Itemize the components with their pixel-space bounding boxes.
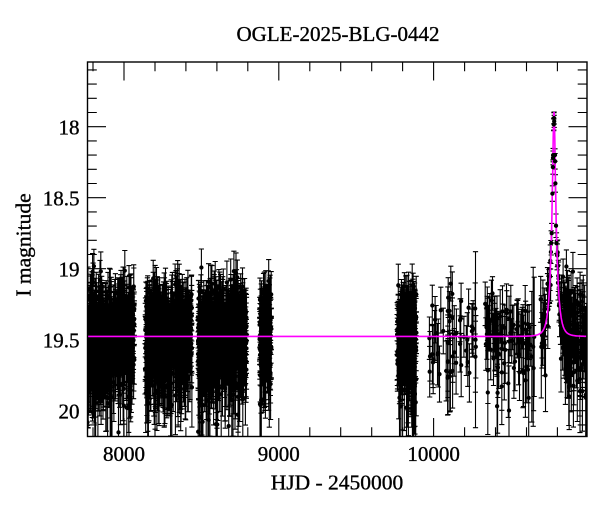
svg-text:20: 20 (59, 400, 80, 424)
svg-text:OGLE-2025-BLG-0442: OGLE-2025-BLG-0442 (237, 22, 440, 46)
svg-text:HJD - 2450000: HJD - 2450000 (271, 471, 404, 495)
svg-text:19.5: 19.5 (43, 329, 80, 353)
svg-text:19: 19 (59, 258, 80, 282)
svg-text:8000: 8000 (103, 442, 145, 466)
svg-text:18.5: 18.5 (43, 187, 80, 211)
svg-text:I magnitude: I magnitude (12, 193, 36, 296)
svg-text:10000: 10000 (407, 442, 460, 466)
svg-text:9000: 9000 (258, 442, 300, 466)
svg-text:18: 18 (59, 116, 80, 140)
